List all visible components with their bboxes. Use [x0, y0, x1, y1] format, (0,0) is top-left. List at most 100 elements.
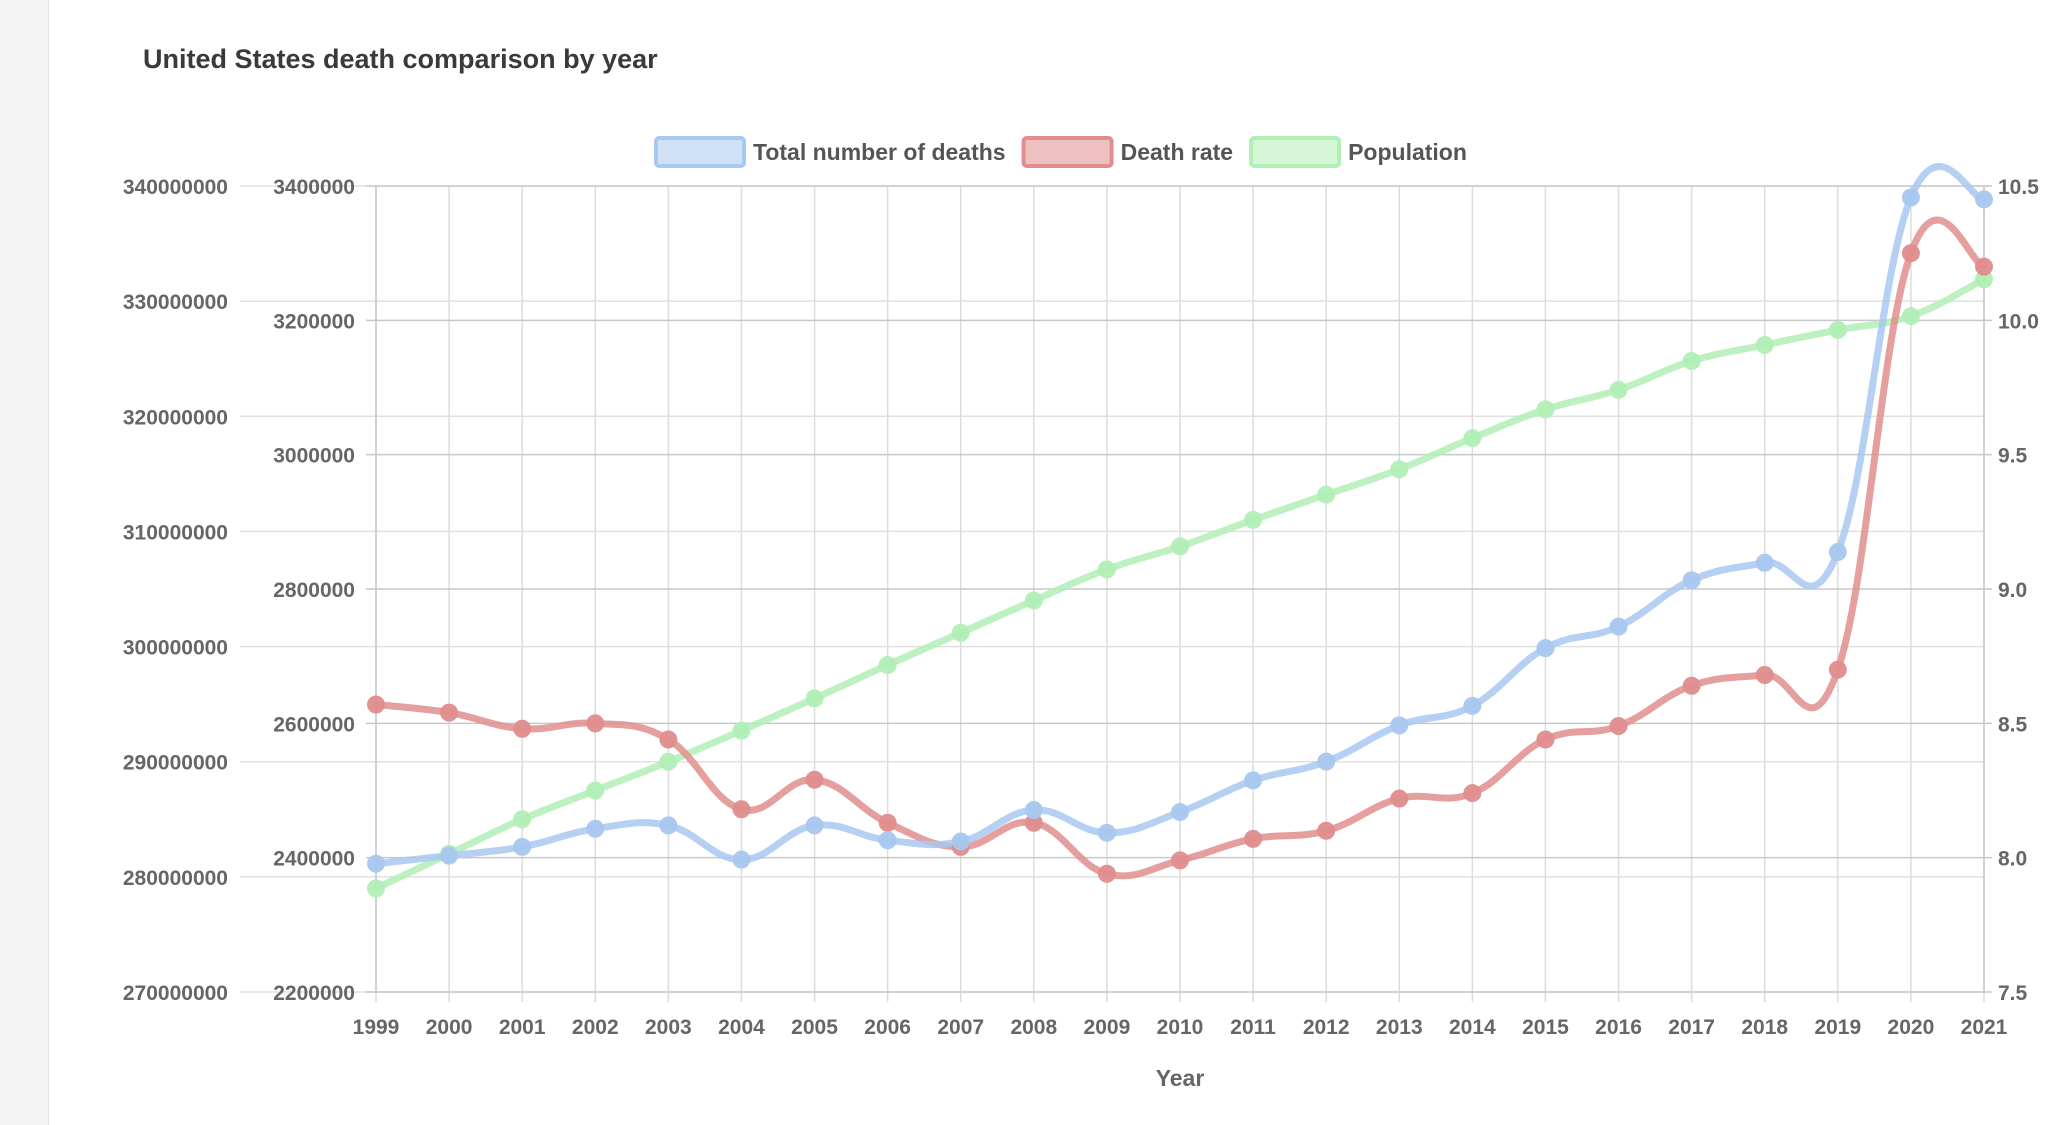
death-rate-point[interactable]: [1609, 717, 1628, 736]
chart-card: United States death comparison by year: [49, 0, 2048, 1125]
population-point[interactable]: [367, 879, 385, 898]
death-rate-point[interactable]: [1536, 730, 1555, 749]
left-y-tick-label: 330000000: [123, 291, 228, 314]
population-point[interactable]: [1244, 510, 1263, 529]
death-rate-point[interactable]: [1463, 784, 1482, 803]
x-tick-label: 2008: [1010, 1016, 1057, 1039]
population-point[interactable]: [878, 655, 897, 674]
total-number-of-deaths-point[interactable]: [805, 816, 824, 835]
population-point[interactable]: [1755, 335, 1774, 354]
x-tick-label: 2002: [572, 1016, 619, 1039]
population-point[interactable]: [1828, 320, 1847, 339]
population-point[interactable]: [1901, 307, 1920, 326]
population-point[interactable]: [951, 623, 970, 642]
population-point[interactable]: [1463, 429, 1482, 448]
left-y-tick-label: 340000000: [123, 176, 228, 199]
population-point[interactable]: [1682, 352, 1701, 371]
x-tick-label: 2020: [1888, 1016, 1935, 1039]
total-number-of-deaths-point[interactable]: [1975, 190, 1993, 209]
population-point[interactable]: [732, 721, 751, 740]
death-rate-point[interactable]: [1171, 851, 1189, 870]
death-rate-point[interactable]: [586, 714, 605, 733]
total-number-of-deaths-point[interactable]: [1828, 543, 1847, 562]
death-rate-point[interactable]: [367, 695, 385, 714]
total-number-of-deaths-point[interactable]: [878, 831, 897, 850]
total-number-of-deaths-legend-swatch[interactable]: [654, 136, 746, 168]
total-number-of-deaths-point[interactable]: [367, 854, 385, 873]
death-rate-point[interactable]: [732, 800, 751, 819]
total-number-of-deaths-point[interactable]: [1244, 771, 1263, 790]
x-tick-label: 2009: [1084, 1016, 1131, 1039]
right-y-tick-label: 10.0: [1998, 310, 2039, 333]
death-rate-point[interactable]: [1755, 665, 1774, 684]
right-y-tick-label: 9.5: [1998, 445, 2028, 468]
population-point[interactable]: [1171, 537, 1189, 556]
death-rate-point[interactable]: [1097, 864, 1116, 883]
x-tick-label: 2005: [791, 1016, 838, 1039]
death-rate-point[interactable]: [1901, 244, 1920, 263]
mid-y-tick-label: 2200000: [273, 982, 355, 1005]
total-number-of-deaths-point[interactable]: [1609, 617, 1628, 636]
total-number-of-deaths-point[interactable]: [1682, 571, 1701, 590]
population-point[interactable]: [1024, 591, 1043, 610]
total-number-of-deaths-point[interactable]: [1536, 639, 1555, 658]
death-rate-legend-label[interactable]: Death rate: [1121, 139, 1233, 165]
population-point[interactable]: [513, 810, 532, 829]
total-number-of-deaths-point[interactable]: [1171, 802, 1189, 821]
total-number-of-deaths-legend-label[interactable]: Total number of deaths: [753, 139, 1006, 165]
death-rate-point[interactable]: [878, 813, 897, 832]
population-point[interactable]: [1536, 400, 1555, 419]
right-y-tick-label: 9.0: [1998, 579, 2027, 602]
x-tick-label: 2019: [1814, 1016, 1861, 1039]
x-tick-label: 2006: [864, 1016, 911, 1039]
total-number-of-deaths-point[interactable]: [951, 832, 970, 851]
mid-y-tick-label: 2400000: [273, 848, 355, 871]
total-number-of-deaths-point[interactable]: [732, 850, 751, 869]
death-rate-point[interactable]: [1244, 829, 1263, 848]
total-number-of-deaths-point[interactable]: [1901, 188, 1920, 207]
population-legend-swatch[interactable]: [1249, 136, 1342, 168]
population-point[interactable]: [1609, 380, 1628, 399]
total-number-of-deaths-point[interactable]: [586, 819, 605, 838]
x-axis-title: Year: [1156, 1065, 1205, 1091]
right-y-tick-label: 8.5: [1998, 713, 2028, 736]
total-number-of-deaths-point[interactable]: [1463, 696, 1482, 715]
population-point[interactable]: [1390, 460, 1409, 479]
death-rate-point[interactable]: [1390, 789, 1409, 808]
population-point[interactable]: [659, 752, 678, 771]
total-number-of-deaths-point[interactable]: [1024, 800, 1043, 819]
left-y-tick-label: 310000000: [123, 521, 228, 544]
mid-y-tick-label: 2800000: [273, 579, 355, 602]
death-rate-legend-swatch[interactable]: [1021, 136, 1114, 168]
mid-y-tick-label: 2600000: [273, 713, 355, 736]
death-rate-point[interactable]: [1828, 660, 1847, 679]
x-tick-label: 2011: [1230, 1016, 1276, 1039]
death-rate-point[interactable]: [659, 730, 678, 749]
death-rate-point[interactable]: [440, 703, 459, 722]
left-y-tick-label: 320000000: [123, 406, 228, 429]
mid-y-tick-label: 3400000: [273, 176, 355, 199]
death-rate-point[interactable]: [1682, 676, 1701, 695]
population-legend-label[interactable]: Population: [1348, 139, 1467, 165]
population-point[interactable]: [586, 781, 605, 800]
x-tick-label: 2012: [1303, 1016, 1350, 1039]
total-number-of-deaths-point[interactable]: [513, 837, 532, 856]
total-number-of-deaths-point[interactable]: [1390, 716, 1409, 735]
total-number-of-deaths-point[interactable]: [1317, 752, 1336, 771]
total-number-of-deaths-point[interactable]: [440, 846, 459, 865]
population-point[interactable]: [805, 689, 824, 708]
population-point[interactable]: [1097, 560, 1116, 579]
axis-layer: 1999 2000 2001 2002 2003 2004 2005 2006 2007 2008…: [123, 176, 2039, 1039]
death-rate-point[interactable]: [1317, 821, 1336, 840]
x-tick-label: 2003: [645, 1016, 692, 1039]
legend: Total number of deaths Death rate Populati…: [654, 136, 1467, 168]
total-number-of-deaths-point[interactable]: [1755, 553, 1774, 572]
total-number-of-deaths-point[interactable]: [1097, 823, 1116, 842]
left-y-tick-label: 270000000: [123, 982, 228, 1005]
total-number-of-deaths-point[interactable]: [659, 816, 678, 835]
death-rate-point[interactable]: [805, 770, 824, 789]
population-point[interactable]: [1317, 485, 1336, 504]
death-rate-point[interactable]: [1975, 257, 1993, 276]
x-tick-label: 2016: [1595, 1016, 1642, 1039]
death-rate-point[interactable]: [513, 719, 532, 738]
